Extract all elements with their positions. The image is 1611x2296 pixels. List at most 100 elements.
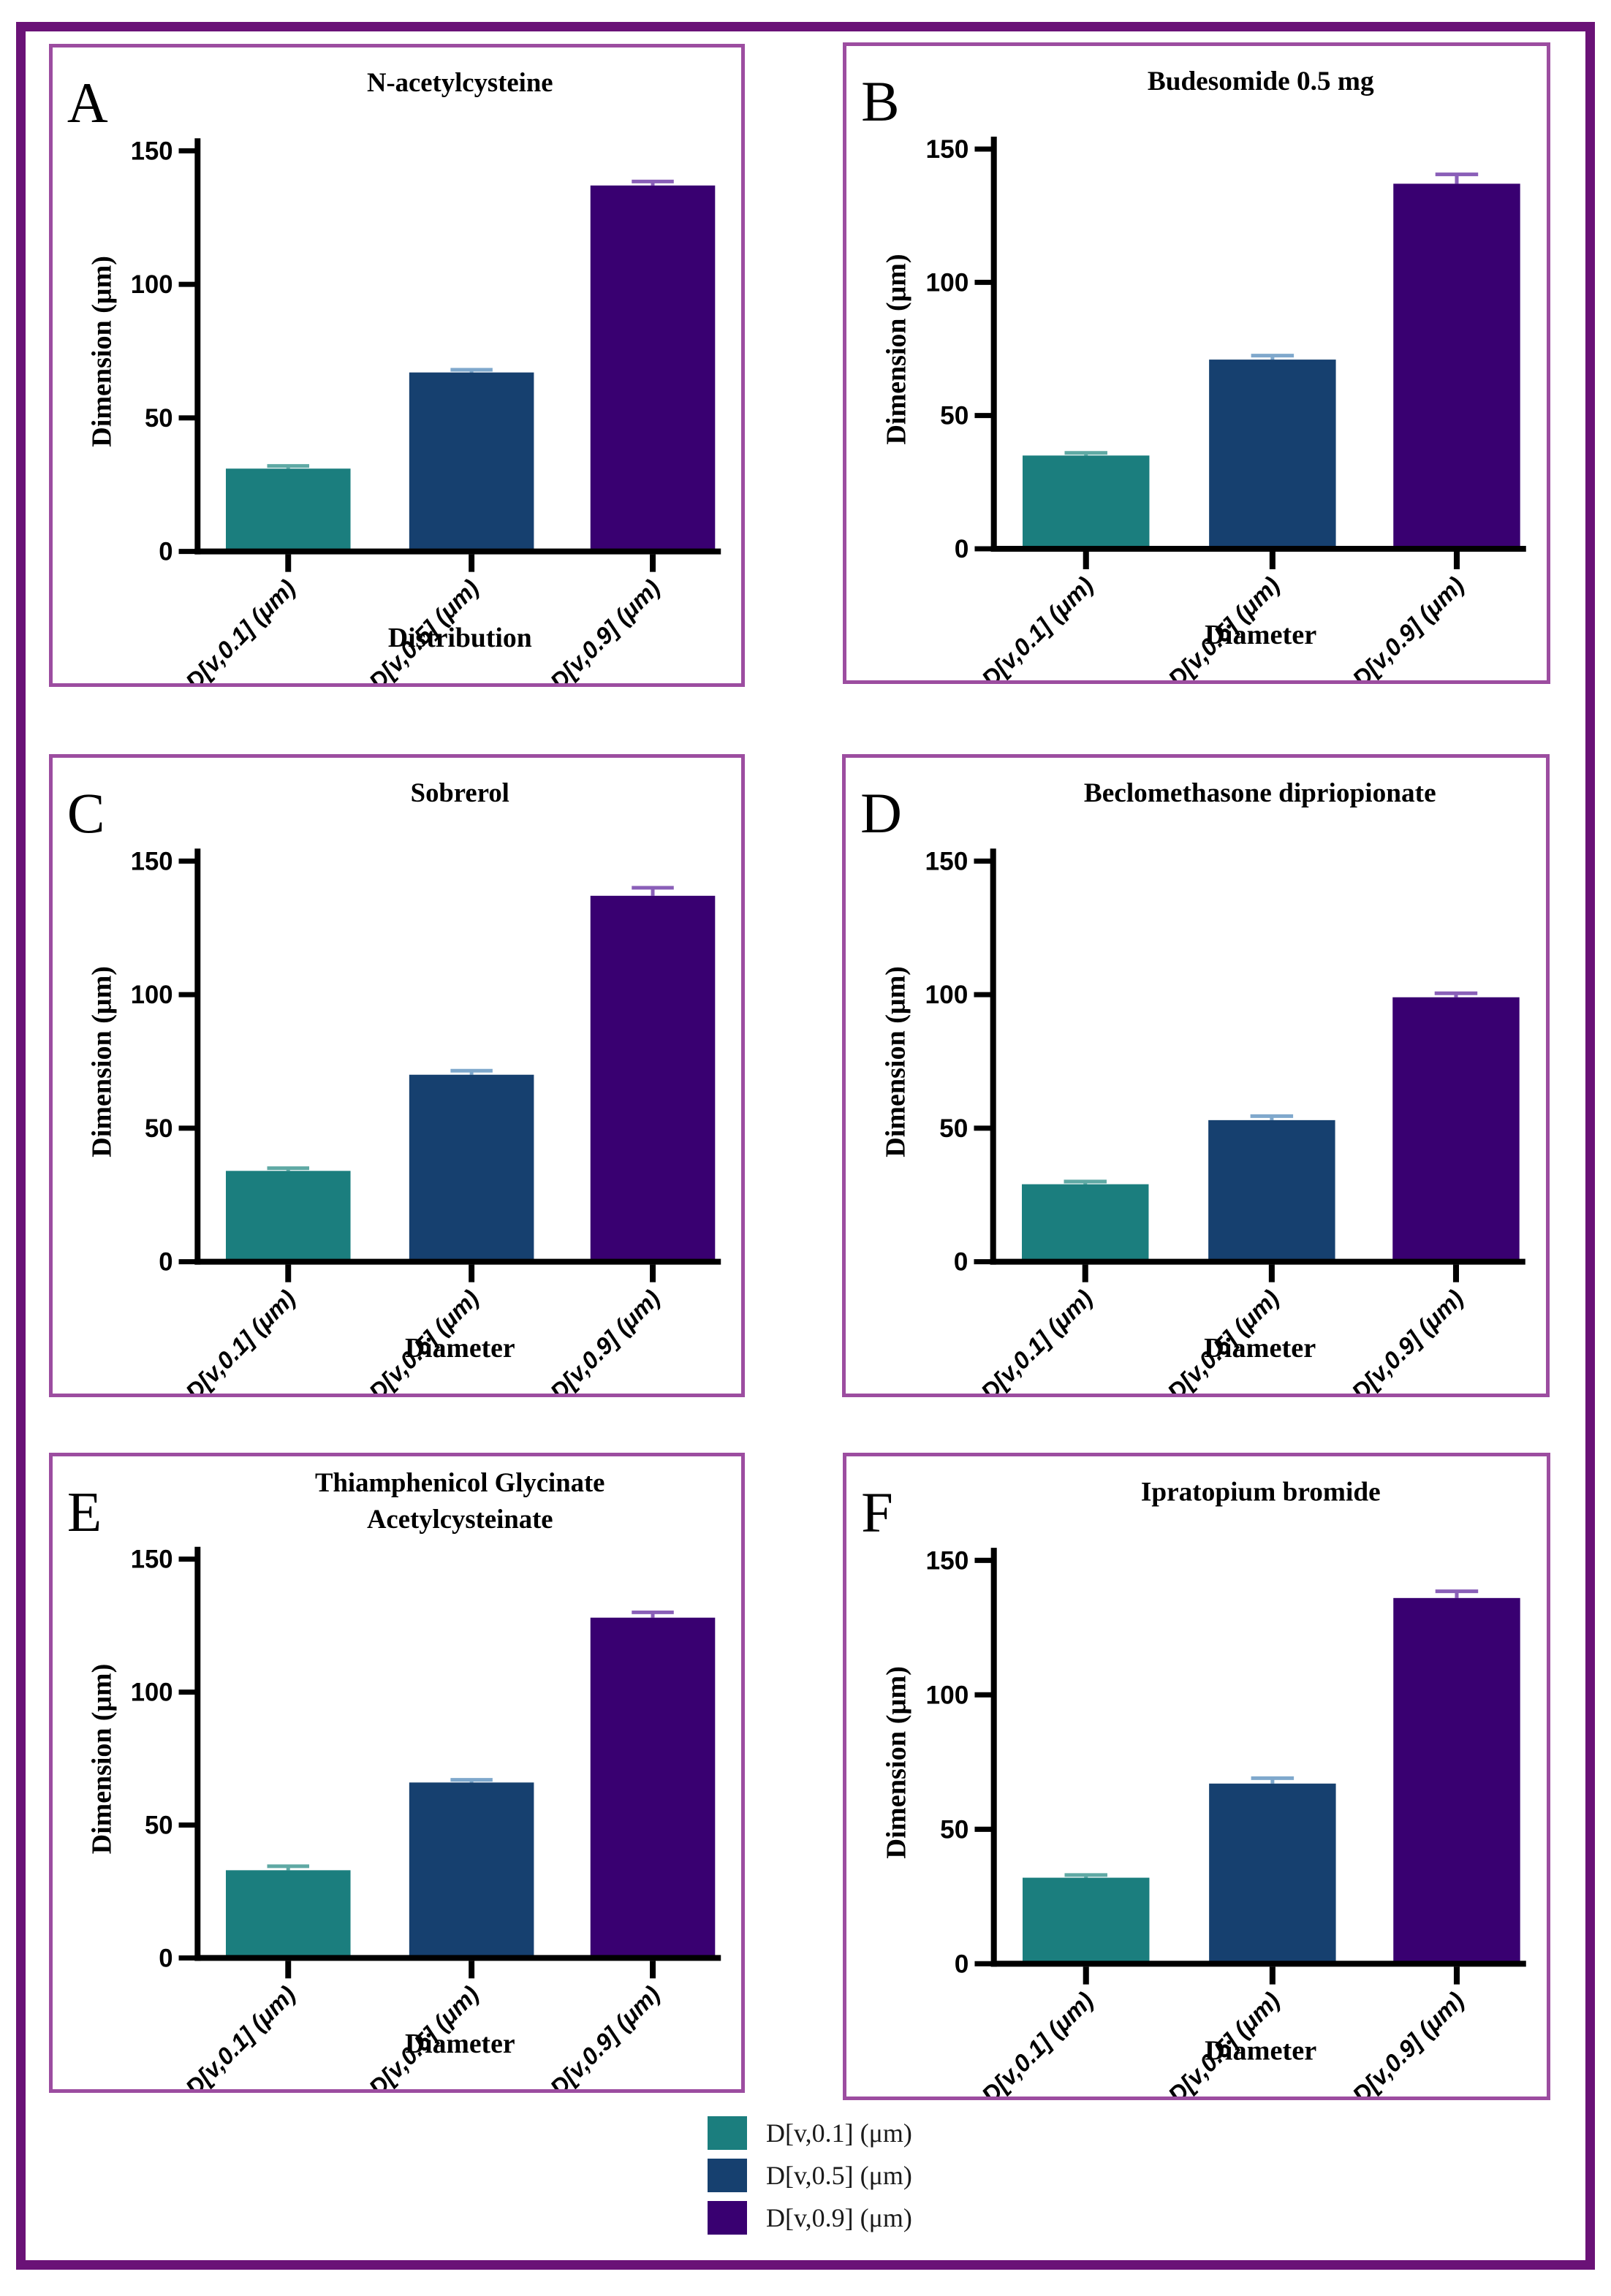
chart-title-B: Budesomide 0.5 mg — [1148, 66, 1374, 96]
bar-D-series1 — [1208, 1120, 1335, 1262]
y-tick-label-0: 0 — [955, 535, 969, 563]
x-axis-title: Diameter — [1204, 1333, 1316, 1364]
panel-f: 0 50 100 150 D[v,0.1] (μm) D[v,0.5] (μm) D[v,0… — [843, 1453, 1550, 2100]
bar-D-series0 — [1022, 1184, 1149, 1262]
bar-B-series0 — [1023, 455, 1150, 549]
bar-A-series1 — [409, 372, 534, 552]
chart-title-E-line1: Thiamphenicol Glycinate — [315, 1467, 604, 1497]
bar-A-series2 — [590, 185, 716, 552]
x-category-label-2: D[v,0.9] (μm) — [1348, 1987, 1470, 2097]
y-tick-label-150: 150 — [131, 847, 173, 875]
y-tick-label-0: 0 — [955, 1950, 969, 1978]
panel-letter-B: B — [861, 69, 899, 133]
y-tick-label-150: 150 — [131, 1546, 173, 1574]
x-category-label-2: D[v,0.9] (μm) — [545, 1284, 665, 1394]
chart-title-C: Sobrerol — [411, 778, 509, 807]
y-tick-label-150: 150 — [131, 137, 173, 165]
panel-e: 0 50 100 150 D[v,0.1] (μm) D[v,0.5] (μm) D[v,0… — [49, 1453, 745, 2093]
chart-title-D: Beclomethasone dipriopionate — [1084, 778, 1436, 808]
bar-E-series2 — [590, 1617, 716, 1958]
y-tick-label-100: 100 — [926, 1681, 969, 1709]
chart-title-F: Ipratopium bromide — [1141, 1478, 1381, 1508]
panel-letter-F: F — [861, 1481, 893, 1545]
y-tick-label-50: 50 — [940, 1815, 969, 1844]
legend-label-dv05: D[v,0.5] (μm) — [766, 2161, 912, 2190]
bar-F-series0 — [1023, 1877, 1150, 1964]
y-tick-label-100: 100 — [925, 981, 969, 1009]
bar-E-series1 — [409, 1782, 534, 1958]
y-axis-title: Dimension (μm) — [882, 254, 912, 444]
y-tick-label-0: 0 — [954, 1248, 969, 1277]
x-category-label-2: D[v,0.9] (μm) — [1348, 572, 1470, 680]
y-tick-label-150: 150 — [926, 1546, 969, 1575]
y-tick-label-50: 50 — [145, 1811, 173, 1839]
y-tick-label-0: 0 — [159, 537, 173, 566]
y-tick-label-50: 50 — [145, 404, 173, 433]
legend-item-dv05: D[v,0.5] (μm) — [708, 2159, 912, 2192]
y-tick-label-100: 100 — [131, 1678, 173, 1706]
x-axis-title: Diameter — [1205, 2036, 1316, 2067]
x-category-label-0: D[v,0.1] (μm) — [180, 574, 300, 683]
legend-label-dv01: D[v,0.1] (μm) — [766, 2118, 912, 2148]
panel-c: 0 50 100 150 D[v,0.1] (μm) D[v,0.5] (μm) D[v,0… — [49, 754, 745, 1397]
x-category-label-0: D[v,0.1] (μm) — [180, 1284, 300, 1394]
bar-B-series1 — [1209, 360, 1336, 549]
legend-item-dv09: D[v,0.9] (μm) — [708, 2201, 912, 2235]
x-category-label-2: D[v,0.9] (μm) — [545, 574, 665, 683]
bar-F-series1 — [1209, 1783, 1336, 1964]
bar-C-series1 — [409, 1074, 534, 1262]
y-axis-title: Dimension (μm) — [882, 1666, 912, 1859]
y-tick-label-0: 0 — [159, 1944, 173, 1972]
legend: D[v,0.1] (μm) D[v,0.5] (μm) D[v,0.9] (μm… — [708, 2116, 912, 2243]
y-axis-title: Dimension (μm) — [87, 256, 118, 447]
legend-swatch-dv09 — [708, 2201, 747, 2235]
x-axis-title: Diameter — [405, 1333, 515, 1364]
y-tick-label-0: 0 — [159, 1247, 173, 1276]
x-category-label-0: D[v,0.1] (μm) — [180, 1980, 300, 2089]
y-tick-label-150: 150 — [926, 135, 969, 164]
x-category-label-0: D[v,0.1] (μm) — [977, 572, 1099, 680]
panel-d: 0 50 100 150 D[v,0.1] (μm) D[v,0.5] (μm) D[v,0… — [842, 754, 1550, 1397]
bar-E-series0 — [225, 1870, 351, 1958]
y-tick-label-50: 50 — [939, 1114, 968, 1143]
y-tick-label-50: 50 — [940, 402, 969, 430]
y-axis-title: Dimension (μm) — [881, 966, 911, 1157]
bar-A-series0 — [225, 468, 351, 552]
panel-letter-A: A — [67, 72, 108, 134]
x-axis-title: Diameter — [405, 2029, 515, 2059]
bar-F-series2 — [1393, 1597, 1520, 1964]
bar-D-series2 — [1392, 997, 1520, 1262]
legend-swatch-dv01 — [708, 2116, 747, 2150]
x-axis-title: Distribution — [388, 623, 532, 653]
x-category-label-2: D[v,0.9] (μm) — [1347, 1285, 1469, 1394]
x-axis-title: Diameter — [1205, 620, 1316, 650]
x-category-label-0: D[v,0.1] (μm) — [976, 1285, 1098, 1394]
panel-b: 0 50 100 150 D[v,0.1] (μm) D[v,0.5] (μm) D[v,0… — [843, 42, 1550, 684]
panel-a: 0 50 100 150 D[v,0.1] (μm) D[v,0.5] (μm) D[v,0… — [49, 44, 745, 687]
y-axis-title: Dimension (μm) — [87, 966, 118, 1157]
legend-item-dv01: D[v,0.1] (μm) — [708, 2116, 912, 2150]
legend-swatch-dv05 — [708, 2159, 747, 2192]
y-tick-label-100: 100 — [926, 268, 969, 297]
x-category-label-2: D[v,0.9] (μm) — [545, 1980, 665, 2089]
panel-letter-E: E — [67, 1480, 102, 1543]
panel-letter-C: C — [67, 782, 105, 845]
bar-C-series0 — [225, 1171, 351, 1262]
chart-title-A: N-acetylcysteine — [367, 67, 553, 97]
y-axis-title: Dimension (μm) — [86, 1664, 117, 1854]
y-tick-label-100: 100 — [131, 270, 173, 299]
y-tick-label-50: 50 — [145, 1114, 173, 1143]
panel-letter-D: D — [860, 781, 902, 845]
x-category-label-0: D[v,0.1] (μm) — [977, 1987, 1099, 2097]
y-tick-label-100: 100 — [131, 981, 173, 1009]
y-tick-label-150: 150 — [925, 847, 969, 875]
chart-title-E-line2: Acetylcysteinate — [367, 1504, 553, 1534]
bar-B-series2 — [1393, 183, 1520, 549]
